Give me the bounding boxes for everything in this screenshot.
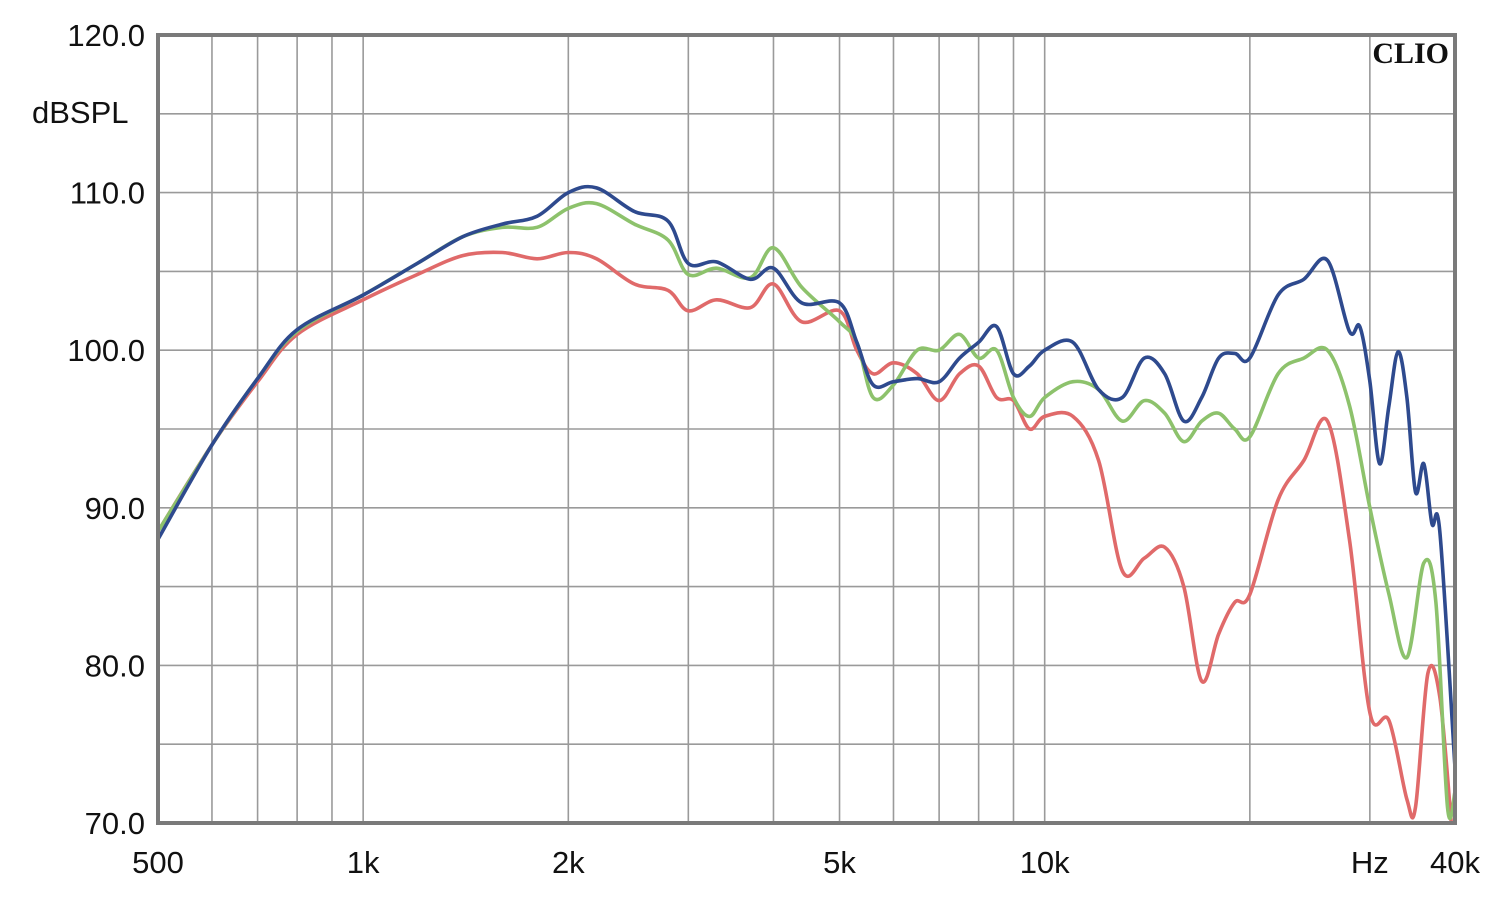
series-line-1 [158, 250, 1454, 823]
series-line-2 [158, 200, 1455, 821]
y-tick-label: 120.0 [67, 18, 145, 53]
x-tick-label: 5k [823, 845, 856, 880]
x-tick-label: Hz [1351, 845, 1389, 880]
plot-frame [156, 33, 1457, 825]
chart-title-brand: CLIO [1372, 37, 1449, 70]
y-tick-label: 110.0 [70, 176, 145, 211]
y-tick-label: 70.0 [85, 806, 145, 841]
y-tick-label: 100.0 [67, 333, 145, 368]
x-tick-label: 2k [552, 845, 585, 880]
tick-labels: 500 1k 2k 5k 10k Hz 40k 120.0 110.0 100.0 90.0 80.0… [67, 18, 1480, 880]
x-tick-label: 40k [1430, 845, 1480, 880]
x-tick-label: 500 [132, 845, 184, 880]
series-group [158, 184, 1455, 823]
y-tick-label: 90.0 [85, 491, 145, 526]
x-tick-label: 1k [347, 845, 380, 880]
series-line-3 [158, 184, 1455, 770]
grid [158, 35, 1455, 823]
y-tick-label: 80.0 [85, 648, 145, 683]
y-axis-label: dBSPL [32, 95, 129, 130]
x-tick-label: 10k [1020, 845, 1070, 880]
